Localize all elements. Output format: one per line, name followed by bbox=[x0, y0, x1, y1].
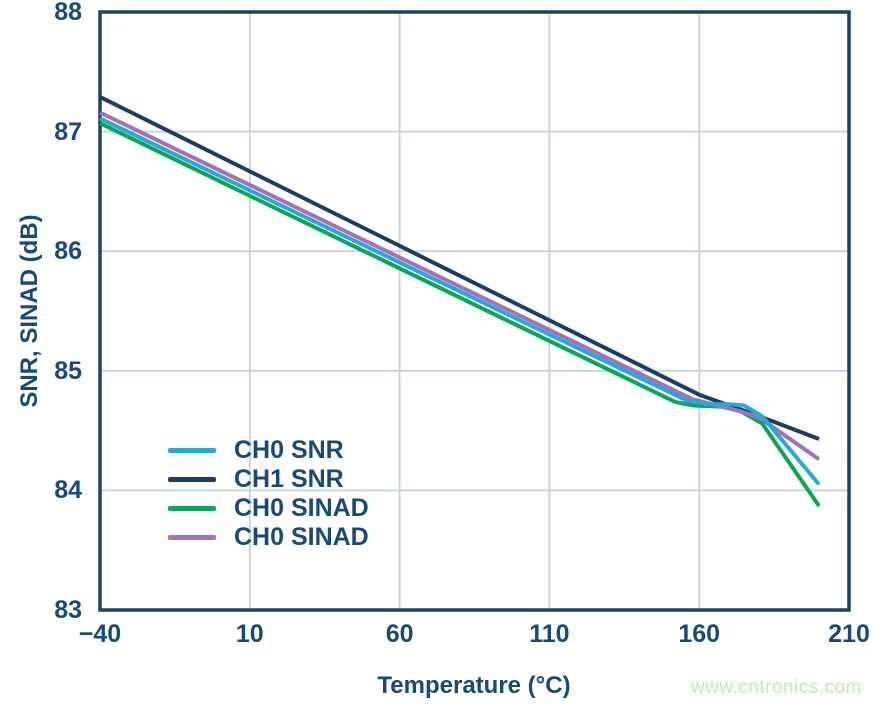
legend-swatch-icon bbox=[168, 535, 216, 540]
legend-label: CH0 SINAD bbox=[234, 523, 369, 551]
x-tick-label: 60 bbox=[385, 620, 414, 648]
legend-item: CH0 SINAD bbox=[168, 494, 369, 523]
x-tick-label: 110 bbox=[529, 620, 570, 648]
legend: CH0 SNR CH1 SNR CH0 SINAD CH0 SINAD bbox=[168, 436, 369, 552]
series-line-ch0-snr bbox=[99, 116, 821, 486]
x-tick-label: 210 bbox=[828, 620, 870, 648]
x-tick-label: 160 bbox=[678, 620, 721, 648]
x-tick-label: 10 bbox=[235, 620, 264, 648]
legend-swatch-icon bbox=[168, 477, 216, 482]
y-tick-label: 87 bbox=[54, 117, 82, 146]
legend-swatch-icon bbox=[168, 506, 216, 511]
y-tick-label: 86 bbox=[54, 237, 82, 266]
legend-item: CH1 SNR bbox=[168, 465, 369, 494]
legend-item: CH0 SNR bbox=[168, 436, 369, 465]
legend-swatch-icon bbox=[168, 448, 216, 453]
legend-label: CH1 SNR bbox=[234, 465, 344, 493]
y-tick-label: 88 bbox=[54, 0, 82, 26]
y-tick-label: 84 bbox=[54, 476, 82, 505]
legend-label: CH0 SNR bbox=[234, 436, 344, 464]
y-tick-label: 83 bbox=[54, 596, 82, 624]
y-tick-label: 85 bbox=[54, 356, 82, 385]
legend-item: CH0 SINAD bbox=[168, 523, 369, 552]
x-axis-title: Temperature (°C) bbox=[377, 672, 571, 699]
plot-border bbox=[98, 10, 851, 612]
x-tick-label: −40 bbox=[78, 620, 122, 648]
series-line-ch1-snr bbox=[99, 95, 820, 441]
legend-label: CH0 SINAD bbox=[234, 494, 369, 522]
watermark: www.cntronics.com bbox=[690, 677, 862, 698]
